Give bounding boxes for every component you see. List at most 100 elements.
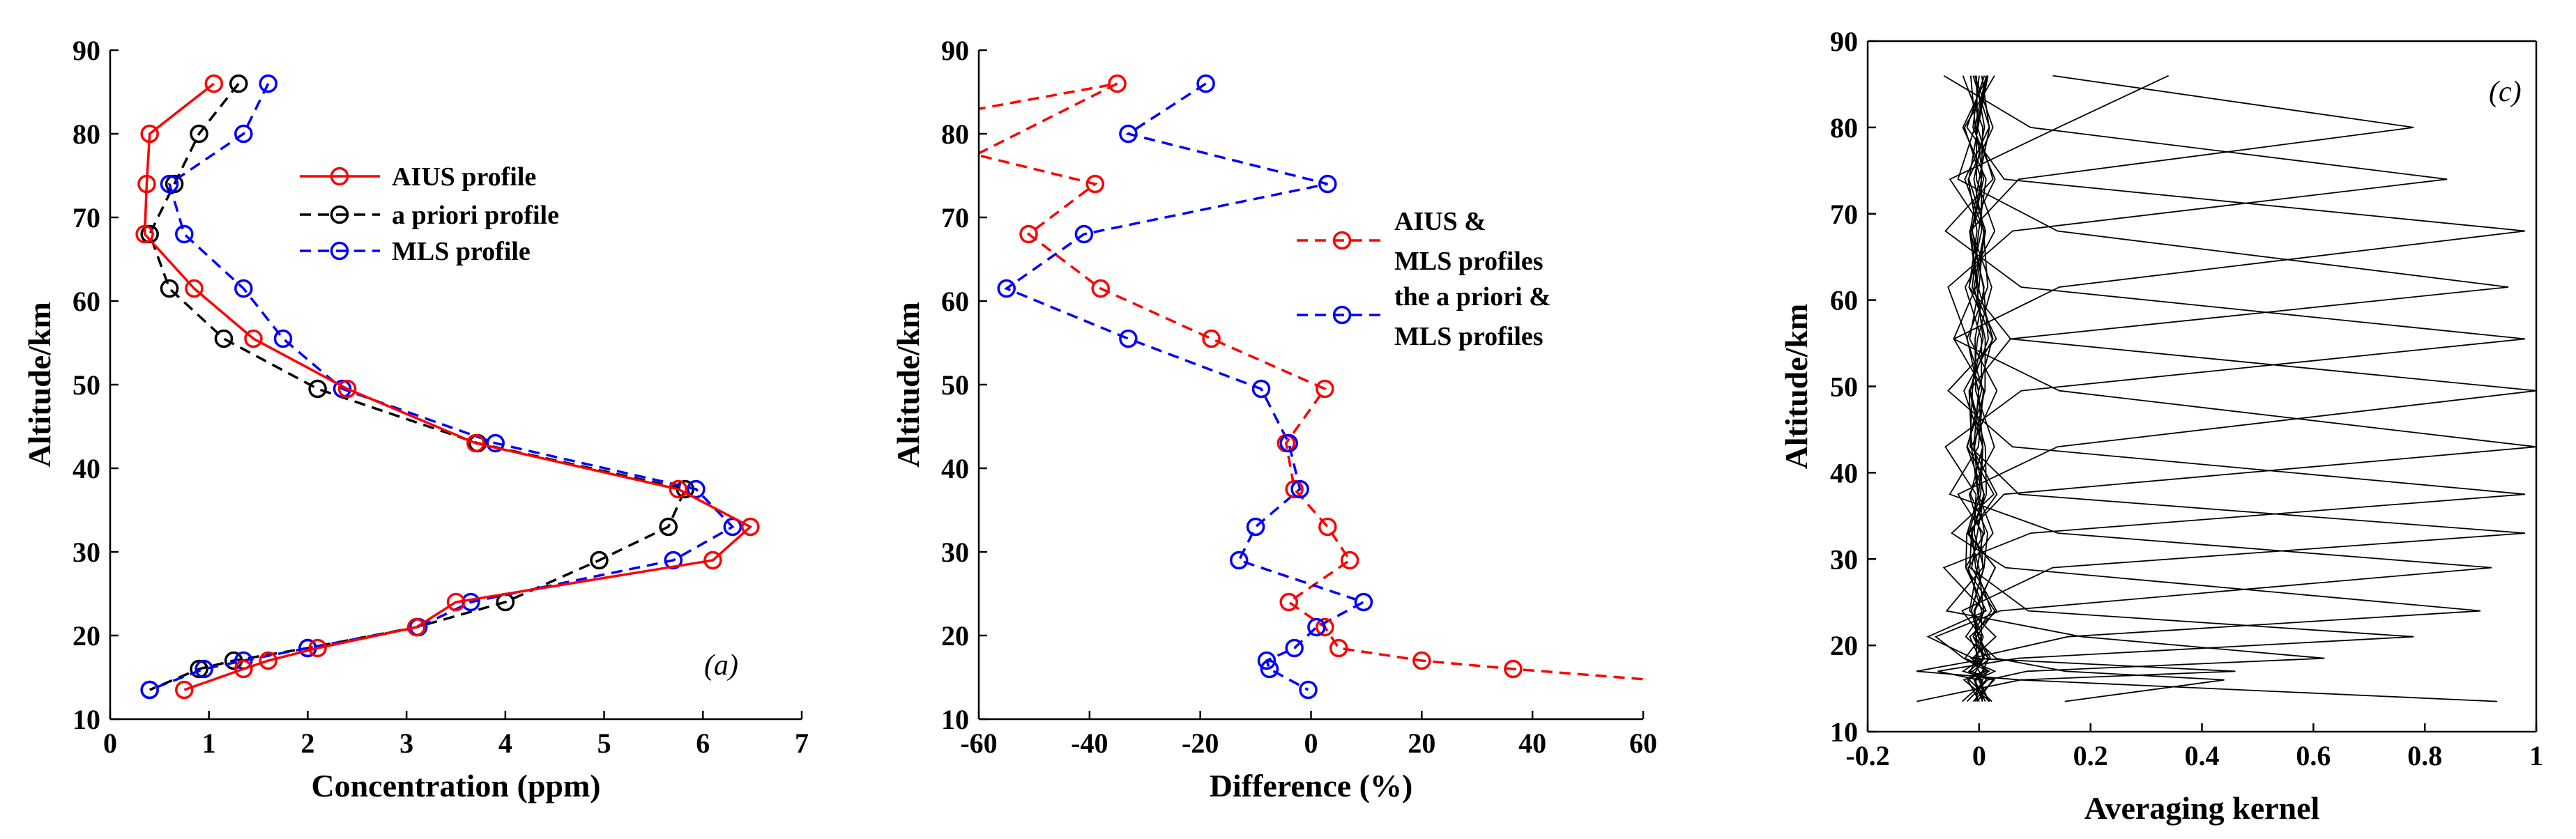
series-mls-marker <box>175 224 194 244</box>
series-aius-marker <box>446 592 466 612</box>
legend-apriori-mls-line2: MLS profiles <box>1394 322 1544 351</box>
panel-c-x-tick-label: 0 <box>1972 740 1986 771</box>
panel-c-x-tick-label: -0.2 <box>1845 740 1889 771</box>
panel-c-x-tick-label: 0.6 <box>2296 740 2331 771</box>
averaging-kernel-line-12 <box>1937 75 2414 702</box>
panel-c-y-tick-label: 40 <box>1830 457 1858 488</box>
series-a-priori-marker <box>214 329 234 348</box>
legend-marker <box>1332 231 1352 250</box>
panel-b-x-tick-label: 40 <box>1518 728 1546 759</box>
panel-a-x-tick-label: 4 <box>498 728 512 759</box>
series-aius-marker <box>308 638 327 658</box>
panel-b-x-axis-label: Difference (%) <box>1210 768 1413 803</box>
panel-c-plot-area: -0.2 0 0.2 0.4 0.6 0.8 1 10 20 30 40 50 60 70 80 90 <box>1830 26 2543 771</box>
panel-c-y-tick-label: 20 <box>1830 630 1858 661</box>
series-a-priori-marker <box>229 74 248 93</box>
series-apriori-mls-marker <box>1230 551 1249 570</box>
series-aius-marker <box>185 279 204 298</box>
series-aius-marker <box>140 124 159 144</box>
series-a-priori-marker <box>160 279 179 298</box>
panel-a-x-tick-label: 1 <box>202 728 216 759</box>
panel-c-y-tick-label: 30 <box>1830 544 1858 575</box>
series-a-priori-marker <box>308 379 327 399</box>
panel-a-y-tick-label: 80 <box>73 118 100 150</box>
panel-b-y-tick-label: 80 <box>941 118 969 150</box>
legend-aius-mls-line2: MLS profiles <box>1394 247 1544 276</box>
panel-a-label: (a) <box>704 649 738 682</box>
series-mls-marker <box>486 433 505 453</box>
series-a-priori-marker <box>659 517 678 537</box>
panel-b-y-tick-label: 40 <box>941 453 969 484</box>
legend-aius-profile: AIUS profile <box>392 162 536 192</box>
series-mls-line <box>149 83 735 691</box>
panel-c-y-tick-label: 90 <box>1830 26 1858 57</box>
averaging-kernel-line-4 <box>1957 75 2509 702</box>
panel-b-y-tick-label: 10 <box>941 704 969 735</box>
panel-c-x-tick-label: 0.2 <box>2073 740 2108 771</box>
legend-box <box>1290 199 1590 360</box>
averaging-kernel-line-13 <box>1945 75 2325 702</box>
panel-c-y-tick-label: 80 <box>1830 112 1858 144</box>
series-apriori-mls-marker <box>1354 592 1373 612</box>
series-aius-mls-marker <box>1316 617 1334 637</box>
panel-b-legend: AIUS & MLS profiles the a priori & MLS prof… <box>1290 199 1590 360</box>
panel-a-x-tick-label: 0 <box>103 728 117 759</box>
panel-b-x-tick-label: -40 <box>1071 728 1108 759</box>
series-aius-marker <box>466 433 485 453</box>
series-aius-mls-marker <box>1091 279 1110 298</box>
series-apriori-mls-marker <box>1260 659 1279 679</box>
series-aius-mls-marker <box>1019 224 1038 244</box>
panel-c-y-tick-label: 50 <box>1830 371 1858 403</box>
legend-mls-profile: MLS profile <box>392 237 531 266</box>
series-aius-marker <box>244 329 263 348</box>
series-apriori-mls-marker <box>1119 124 1138 144</box>
panel-b-y-tick-label: 30 <box>941 537 969 568</box>
series-apriori-mls-marker <box>1074 224 1094 244</box>
panel-b-x-tick-label: -60 <box>960 728 997 759</box>
series-aius-mls-line <box>979 82 1646 681</box>
panel-a-concentration-chart: 0 1 2 3 4 5 6 7 10 20 30 40 50 60 70 80 90 Concentration… <box>22 35 809 803</box>
series-aius-marker <box>135 224 154 244</box>
series-aius-mls-marker <box>1285 479 1304 499</box>
series-aius-marker <box>703 551 722 570</box>
series-apriori-mls-marker <box>1119 329 1138 348</box>
series-aius-mls-marker <box>1340 551 1359 570</box>
series-a-priori-marker <box>590 551 609 570</box>
panel-c-y-tick-label: 70 <box>1830 199 1858 230</box>
series-a-priori-marker <box>190 124 208 144</box>
legend-marker <box>330 167 349 186</box>
averaging-kernel-line-14 <box>1916 75 2236 702</box>
series-apriori-mls-marker <box>1290 479 1309 499</box>
panel-a-y-tick-label: 40 <box>73 453 100 484</box>
series-aius-mls-marker <box>1329 638 1348 658</box>
series-apriori-mls-marker <box>1318 174 1337 194</box>
panel-a-y-tick-label: 20 <box>73 620 100 652</box>
series-mls-marker <box>234 279 253 298</box>
series-apriori-mls-marker <box>1196 74 1215 93</box>
panel-a-x-tick-label: 6 <box>696 728 710 759</box>
panel-b-y-tick-label: 50 <box>941 369 969 401</box>
panel-c-y-tick-label: 60 <box>1830 285 1858 316</box>
legend-aius-mls-line1: AIUS & <box>1394 207 1486 236</box>
panel-a-plot-area: 0 1 2 3 4 5 6 7 10 20 30 40 50 60 70 80 90 <box>73 35 809 759</box>
panel-c-y-axis-label: Altitude/km <box>1778 304 1814 470</box>
series-aius-marker <box>204 74 224 93</box>
series-aius-mls-marker <box>1202 329 1221 348</box>
legend-marker <box>330 241 349 261</box>
series-aius-line <box>143 82 753 691</box>
panel-a-x-tick-label: 2 <box>300 728 314 759</box>
averaging-kernel-line-6 <box>1957 75 2536 702</box>
series-a-priori-marker <box>140 224 159 244</box>
panel-b-x-tick-label: 20 <box>1408 728 1435 759</box>
series-a-priori-marker <box>190 659 208 679</box>
series-aius-marker <box>669 479 688 499</box>
series-apriori-mls-marker <box>1285 638 1304 658</box>
series-aius-mls-marker <box>1316 379 1334 399</box>
series-aius-mls-marker <box>1504 659 1523 679</box>
panel-c-x-tick-label: 1 <box>2529 740 2543 771</box>
panel-a-y-axis-label: Altitude/km <box>22 302 57 468</box>
panel-b-y-tick-label: 60 <box>941 286 969 317</box>
legend-marker <box>1332 305 1352 325</box>
series-aius-marker <box>234 659 253 679</box>
